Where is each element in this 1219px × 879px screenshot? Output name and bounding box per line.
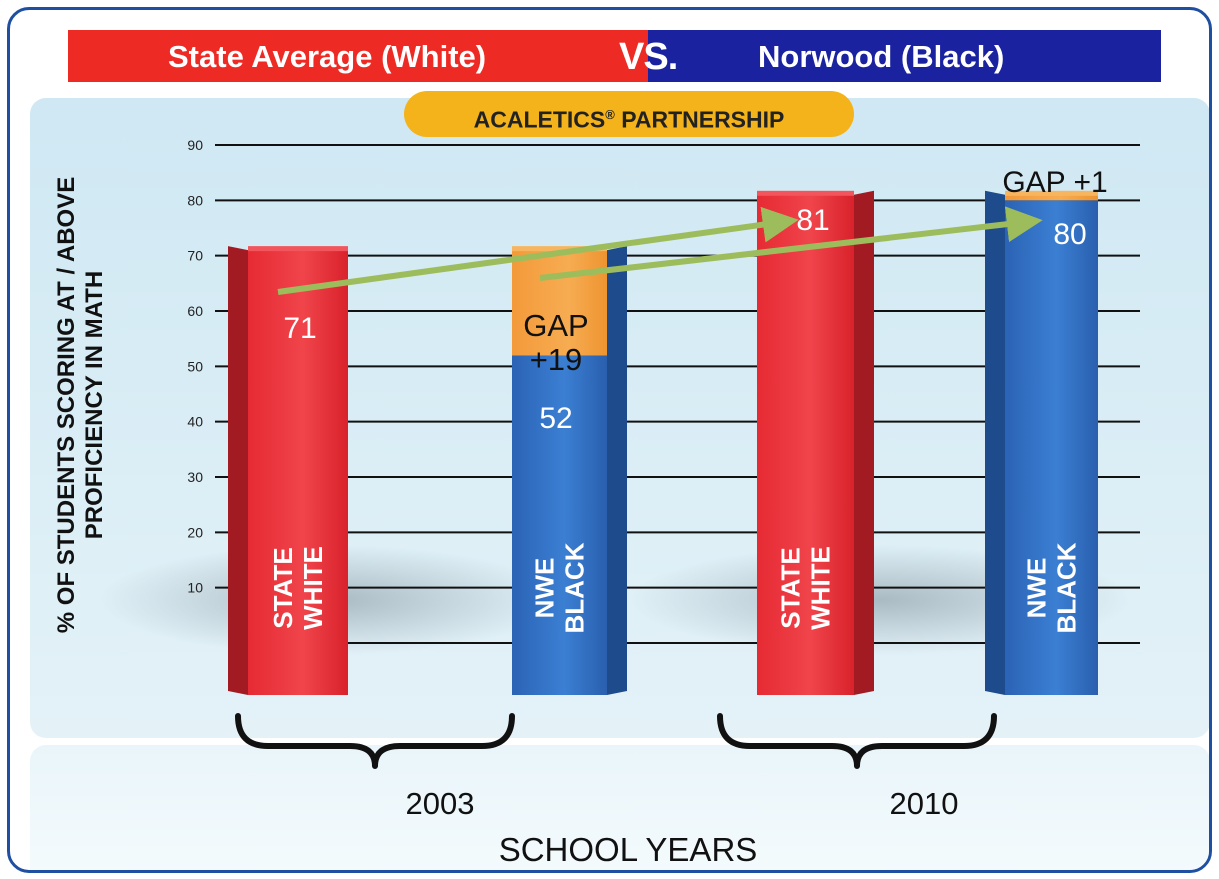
group-label-2010: 2010 — [890, 786, 959, 821]
bar-category-label-line: WHITE — [806, 546, 836, 630]
brace-2003 — [235, 713, 515, 769]
bar-side — [854, 190, 874, 696]
bar-top — [248, 246, 348, 252]
partnership-badge: ACALETICS® PARTNERSHIP — [404, 91, 854, 137]
bar-side — [985, 190, 1005, 696]
trend-arrow-state — [277, 206, 799, 295]
trend-arrow-norwood — [539, 206, 1043, 281]
y-tick-label: 50 — [187, 358, 203, 374]
y-tick-label: 80 — [187, 192, 203, 208]
bar-value-label: 80 — [1053, 218, 1086, 251]
x-axis-label: SCHOOL YEARS — [499, 831, 758, 868]
gap-label-2003: GAP +19 — [523, 308, 588, 377]
bar-category-label: STATEWHITE — [268, 546, 328, 630]
bar-side — [607, 246, 627, 695]
gap-segment — [512, 250, 607, 356]
bar-category-label-line: BLACK — [560, 542, 590, 633]
bar-category-label-line: WHITE — [298, 546, 328, 630]
registered-mark: ® — [605, 107, 615, 122]
gap-label-2010: GAP +1 — [1002, 166, 1107, 199]
bar-category-label: NWEBLACK — [530, 542, 590, 633]
bar-category-label-line: NWE — [530, 558, 560, 619]
banner-norwood — [648, 30, 1161, 82]
banner-left-title: State Average (White) — [168, 39, 487, 74]
gap-top — [1005, 190, 1098, 196]
y-tick-label: 10 — [187, 580, 203, 596]
bar-category-label: NWEBLACK — [1022, 542, 1082, 633]
y-tick-label: 30 — [187, 469, 203, 485]
bar-category-label-line: STATE — [776, 547, 806, 628]
brace-2010 — [717, 713, 997, 769]
bar-category-label-line: BLACK — [1052, 542, 1082, 633]
bar-value-label: 52 — [539, 402, 572, 435]
group-label-2003: 2003 — [406, 786, 475, 821]
y-tick-label: 60 — [187, 303, 203, 319]
bar-category-label-line: STATE — [268, 547, 298, 628]
bar — [1005, 200, 1098, 696]
bar-value-label: 71 — [283, 312, 316, 345]
bar-value-label: 81 — [796, 204, 829, 237]
bar — [757, 194, 854, 696]
y-tick-label: 20 — [187, 524, 203, 540]
bar-category-label-line: NWE — [1022, 558, 1052, 619]
bar-side — [228, 246, 248, 695]
bar-top — [757, 190, 854, 196]
y-tick-label: 70 — [187, 248, 203, 264]
banner-right-title: Norwood (Black) — [758, 39, 1005, 74]
gap-label-line: +19 — [530, 342, 583, 377]
partnership-suffix: PARTNERSHIP — [614, 106, 785, 133]
bar-category-label: STATEWHITE — [776, 546, 836, 630]
partnership-name: ACALETICS — [473, 106, 606, 133]
y-tick-label: 90 — [187, 137, 203, 153]
axis-panel — [30, 745, 1209, 870]
bar — [512, 355, 607, 695]
banner-vs: VS. — [619, 36, 678, 78]
bar — [248, 250, 348, 695]
gap-segment — [1005, 194, 1098, 201]
y-tick-label: 40 — [187, 414, 203, 430]
banner-state — [68, 30, 648, 82]
gap-top — [512, 246, 607, 252]
gap-label-line: GAP — [523, 308, 588, 343]
